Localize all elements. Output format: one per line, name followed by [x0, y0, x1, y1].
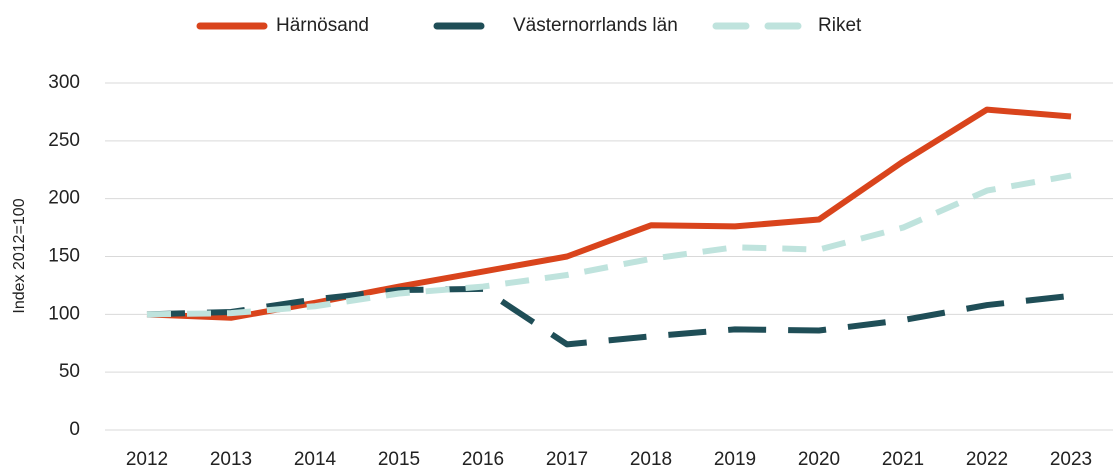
- x-tick-label: 2013: [210, 449, 252, 468]
- x-tick-label: 2019: [714, 449, 756, 468]
- y-tick-label: 150: [48, 246, 80, 267]
- x-tick-label: 2023: [1050, 449, 1092, 468]
- y-tick-label: 50: [59, 361, 80, 382]
- x-tick-label: 2017: [546, 449, 588, 468]
- legend-label: Västernorrlands län: [513, 15, 678, 36]
- y-tick-label: 300: [48, 72, 80, 93]
- series-line: [146, 285, 1072, 348]
- x-tick-label: 2015: [378, 449, 420, 468]
- y-tick-label: 100: [48, 303, 80, 324]
- y-tick-label: 200: [48, 188, 80, 209]
- x-tick-label: 2012: [126, 449, 168, 468]
- x-tick-label: 2014: [294, 449, 337, 468]
- x-tick-label: 2016: [462, 449, 504, 468]
- x-tick-label: 2021: [882, 449, 924, 468]
- x-tick-label: 2018: [630, 449, 672, 468]
- x-tick-label: 2022: [966, 449, 1008, 468]
- y-tick-label: 0: [69, 419, 80, 440]
- legend-label: Härnösand: [276, 15, 369, 36]
- legend-label: Riket: [818, 15, 862, 36]
- y-axis-label: Index 2012=100: [11, 198, 28, 313]
- series-line: [146, 106, 1072, 321]
- y-tick-label: 250: [48, 130, 80, 151]
- series-line: [146, 172, 1072, 318]
- x-tick-label: 2020: [798, 449, 840, 468]
